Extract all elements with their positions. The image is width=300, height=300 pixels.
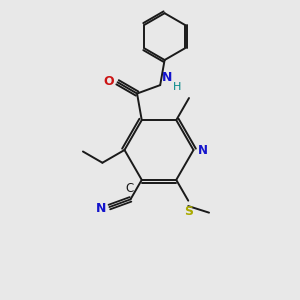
Text: N: N (162, 70, 172, 84)
Text: N: N (96, 202, 106, 215)
Text: N: N (198, 143, 208, 157)
Text: C: C (125, 182, 133, 195)
Text: S: S (184, 205, 193, 218)
Text: O: O (103, 75, 114, 88)
Text: H: H (173, 82, 181, 92)
